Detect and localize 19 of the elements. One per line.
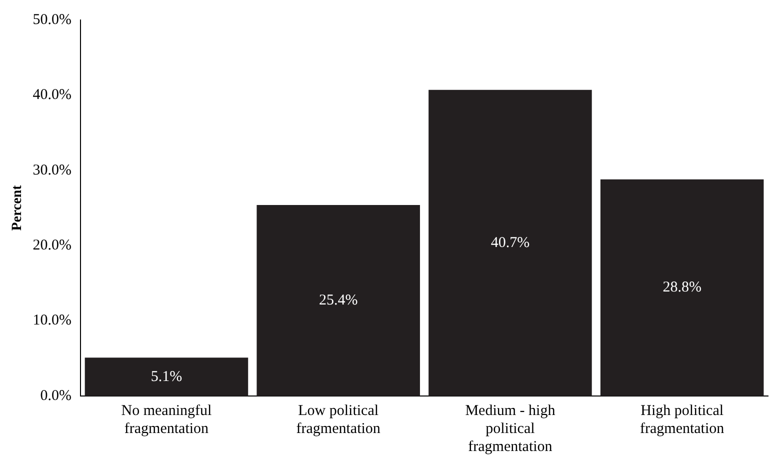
y-tick-label: 30.0%	[32, 162, 72, 178]
x-tick-label: No meaningful fragmentation	[121, 402, 212, 437]
y-tick-label: 50.0%	[32, 12, 72, 28]
y-axis-title: Percent	[10, 184, 26, 231]
x-tick-label: Low political fragmentation	[296, 402, 381, 437]
data-label: 28.8%	[662, 280, 702, 296]
bar	[84, 358, 248, 396]
data-label: 25.4%	[318, 292, 358, 308]
bar	[428, 90, 592, 396]
y-tick-label: 20.0%	[32, 238, 72, 254]
x-tick-label: Medium - high political fragmentation	[465, 402, 556, 455]
x-tick-label: High political fragmentation	[640, 402, 725, 437]
y-tick-label: 40.0%	[32, 87, 72, 104]
y-tick-label: 10.0%	[32, 312, 72, 329]
bar	[600, 179, 764, 396]
y-tick-label: 0.0%	[40, 388, 72, 404]
bar	[256, 204, 420, 396]
data-label: 5.1%	[150, 368, 182, 385]
data-label: 40.7%	[490, 234, 530, 251]
